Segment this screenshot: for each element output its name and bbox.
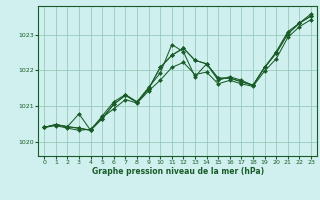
X-axis label: Graphe pression niveau de la mer (hPa): Graphe pression niveau de la mer (hPa)	[92, 167, 264, 176]
